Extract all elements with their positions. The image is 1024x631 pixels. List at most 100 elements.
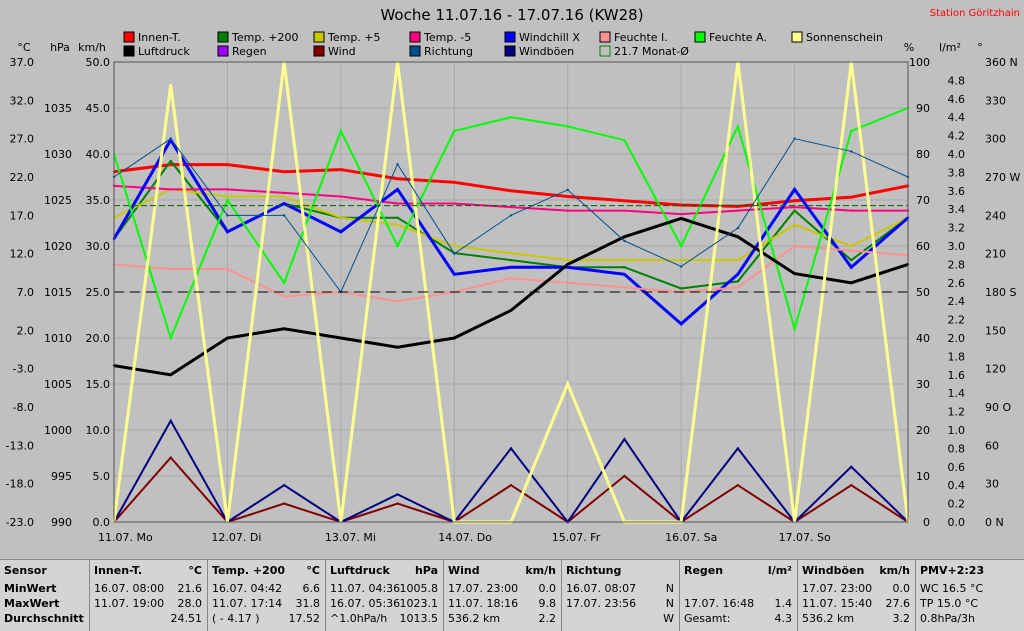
unit-wind: km/h [525, 564, 556, 577]
rain-tick: 0.6 [948, 461, 966, 474]
data-point [566, 258, 569, 262]
data-point [566, 188, 569, 191]
data-point [396, 493, 399, 496]
kmh-tick: 45.0 [86, 102, 111, 115]
data-point [396, 502, 399, 505]
temp-tick: 17.0 [10, 209, 35, 222]
rain-tick: 1.2 [948, 406, 966, 419]
deg-tick: 360 N [985, 56, 1018, 69]
data-point [396, 244, 399, 248]
right-unit: l/m² [939, 41, 961, 54]
left-unit: °C [17, 41, 31, 54]
temp200-avg-val: 17.52 [288, 612, 321, 625]
legend-label: 21.7 Monat-Ø [614, 45, 689, 58]
data-point [282, 281, 286, 284]
data-point [509, 447, 513, 450]
data-point [509, 205, 513, 209]
legend-label: Wind [328, 45, 356, 58]
stats-header-richtung: Richtung [566, 564, 622, 577]
series-temp-5 [112, 188, 910, 262]
pmv-wc: WC 16.5 °C [920, 582, 984, 595]
legend-label: Temp. -5 [423, 31, 471, 44]
innen-avg-val: 24.51 [170, 612, 203, 625]
x-tick: 16.07. Sa [665, 531, 717, 544]
data-point [679, 244, 683, 248]
pct-tick: 10 [916, 470, 930, 483]
stats-boeen: Windböen km/h 17.07. 23:00 0.0 11.07. 15:4… [797, 560, 914, 631]
temp-tick: 7.0 [17, 286, 35, 299]
data-point [793, 199, 796, 202]
temp200-avg-note: ( - 4.17 ) [212, 612, 260, 625]
data-point [736, 484, 740, 487]
data-point [282, 327, 286, 330]
deg-tick: 180 S [985, 286, 1016, 299]
boeen-min-time: 17.07. 23:00 [802, 582, 873, 595]
druck-avg-val: 1013.5 [399, 612, 439, 625]
legend-swatch [409, 31, 421, 43]
data-point [509, 309, 513, 312]
data-point [793, 327, 796, 330]
regen-total-val: 4.3 [774, 612, 793, 625]
kmh-tick: 40.0 [86, 148, 111, 161]
data-point [169, 419, 172, 422]
data-point [509, 116, 513, 119]
data-point [623, 474, 626, 478]
data-point [509, 214, 513, 217]
legend-swatch [599, 45, 611, 57]
kmh-tick: 30.0 [86, 240, 111, 253]
data-point [226, 195, 229, 198]
wind-max-time: 11.07. 18:16 [448, 597, 519, 610]
legend-swatch [217, 45, 229, 57]
data-point [850, 249, 853, 252]
data-point [282, 195, 286, 198]
data-point [226, 188, 229, 191]
temp-tick: -8.0 [13, 401, 34, 414]
stats-header-sensor: Sensor [4, 564, 47, 577]
series-luftdruck [112, 216, 910, 377]
rain-tick: 2.4 [948, 295, 966, 308]
data-point [850, 266, 853, 269]
rain-tick: 3.4 [948, 203, 966, 216]
boeen-max-time: 11.07. 15:40 [802, 597, 873, 610]
rain-tick: 0.4 [948, 479, 966, 492]
data-point [226, 267, 229, 271]
stats-innen: Innen-T. °C 16.07. 08:00 21.6 11.07. 19:00… [89, 560, 206, 631]
data-point [396, 202, 399, 205]
legend-swatch [599, 31, 611, 43]
rain-tick: 2.2 [948, 314, 966, 327]
series-group [112, 60, 910, 524]
pct-tick: 90 [916, 102, 930, 115]
deg-tick: 90 O [985, 401, 1011, 414]
stats-header-wind: Wind [448, 564, 480, 577]
data-point [793, 137, 796, 140]
data-point [226, 163, 229, 166]
kmh-tick: 50.0 [86, 56, 111, 69]
data-point [509, 251, 513, 255]
stats-regen: Regen l/m² 17.07. 16:48 1.4 Gesamt: 4.3 [679, 560, 796, 631]
data-point [850, 150, 853, 153]
legend-swatch [123, 45, 135, 57]
deg-tick: 210 [985, 248, 1006, 261]
kmh-tick: 15.0 [86, 378, 111, 391]
druck-min-time: 11.07. 04:36 [330, 582, 401, 595]
legend-label: Temp. +5 [327, 31, 381, 44]
temp-tick: 27.0 [10, 133, 35, 146]
data-point [339, 216, 343, 219]
legend-label: Luftdruck [138, 45, 190, 58]
hpa-tick: 1030 [44, 148, 72, 161]
x-tick: 17.07. So [779, 531, 831, 544]
data-point [453, 252, 456, 255]
richtung-max-time: 17.07. 23:56 [566, 597, 637, 610]
hpa-tick: 990 [51, 516, 72, 529]
pmv-trend: 0.8hPa/3h [920, 612, 976, 625]
temp-tick: 22.0 [10, 171, 35, 184]
x-tick: 15.07. Fr [552, 531, 601, 544]
pct-tick: 40 [916, 332, 930, 345]
station-label: Station Göritzhain [930, 8, 1020, 19]
temp-tick: -13.0 [6, 439, 34, 452]
data-point [679, 258, 683, 262]
data-point [339, 336, 343, 340]
data-point [453, 181, 456, 184]
data-point [793, 223, 796, 226]
rain-tick: 3.2 [948, 222, 966, 235]
